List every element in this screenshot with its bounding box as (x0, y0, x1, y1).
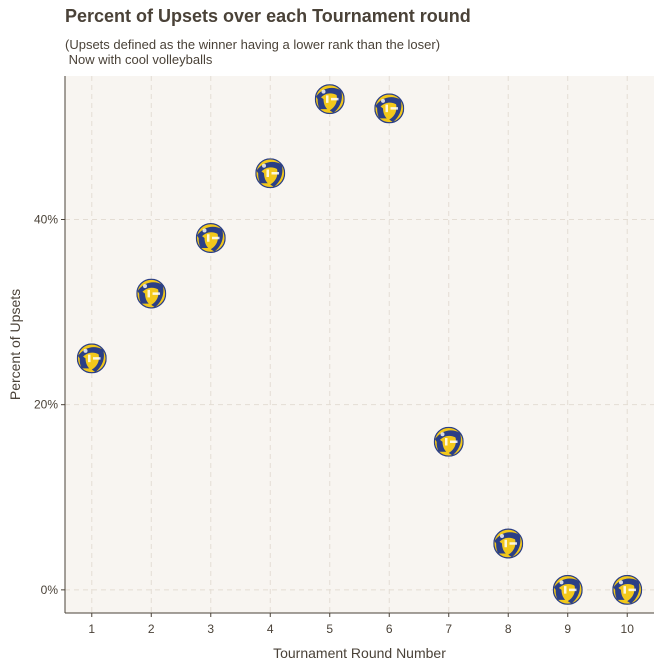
x-tick-label: 6 (386, 622, 393, 636)
volleyball-icon (493, 528, 524, 559)
plot-panel (65, 76, 654, 613)
x-tick-label: 9 (564, 622, 571, 636)
x-tick-label: 10 (621, 622, 635, 636)
volleyball-icon (195, 223, 226, 254)
x-axis-label: Tournament Round Number (273, 645, 446, 661)
volleyball-icon (612, 574, 643, 605)
y-tick-label: 20% (34, 398, 58, 412)
y-axis-label: Percent of Upsets (7, 289, 23, 400)
x-tick-label: 7 (445, 622, 452, 636)
y-tick-label: 0% (41, 583, 59, 597)
x-tick-label: 2 (148, 622, 155, 636)
volleyball-icon (433, 426, 464, 457)
x-tick-label: 4 (267, 622, 274, 636)
chart-subtitle: (Upsets defined as the winner having a l… (65, 37, 441, 67)
chart-title: Percent of Upsets over each Tournament r… (65, 6, 471, 26)
x-tick-label: 5 (326, 622, 333, 636)
tick-labels: 1 2 3 4 5 6 7 8 9 10 0% 20% 40% (34, 213, 634, 636)
volleyball-icon (255, 158, 286, 189)
axes (61, 76, 654, 617)
x-tick-label: 8 (505, 622, 512, 636)
volleyball-icon (314, 84, 345, 115)
x-tick-label: 1 (88, 622, 95, 636)
volleyball-icon (136, 278, 167, 309)
volleyball-icon (552, 574, 583, 605)
volleyball-icon (76, 343, 107, 374)
x-tick-label: 3 (207, 622, 214, 636)
y-tick-label: 40% (34, 213, 58, 227)
volleyball-icon (374, 93, 405, 124)
